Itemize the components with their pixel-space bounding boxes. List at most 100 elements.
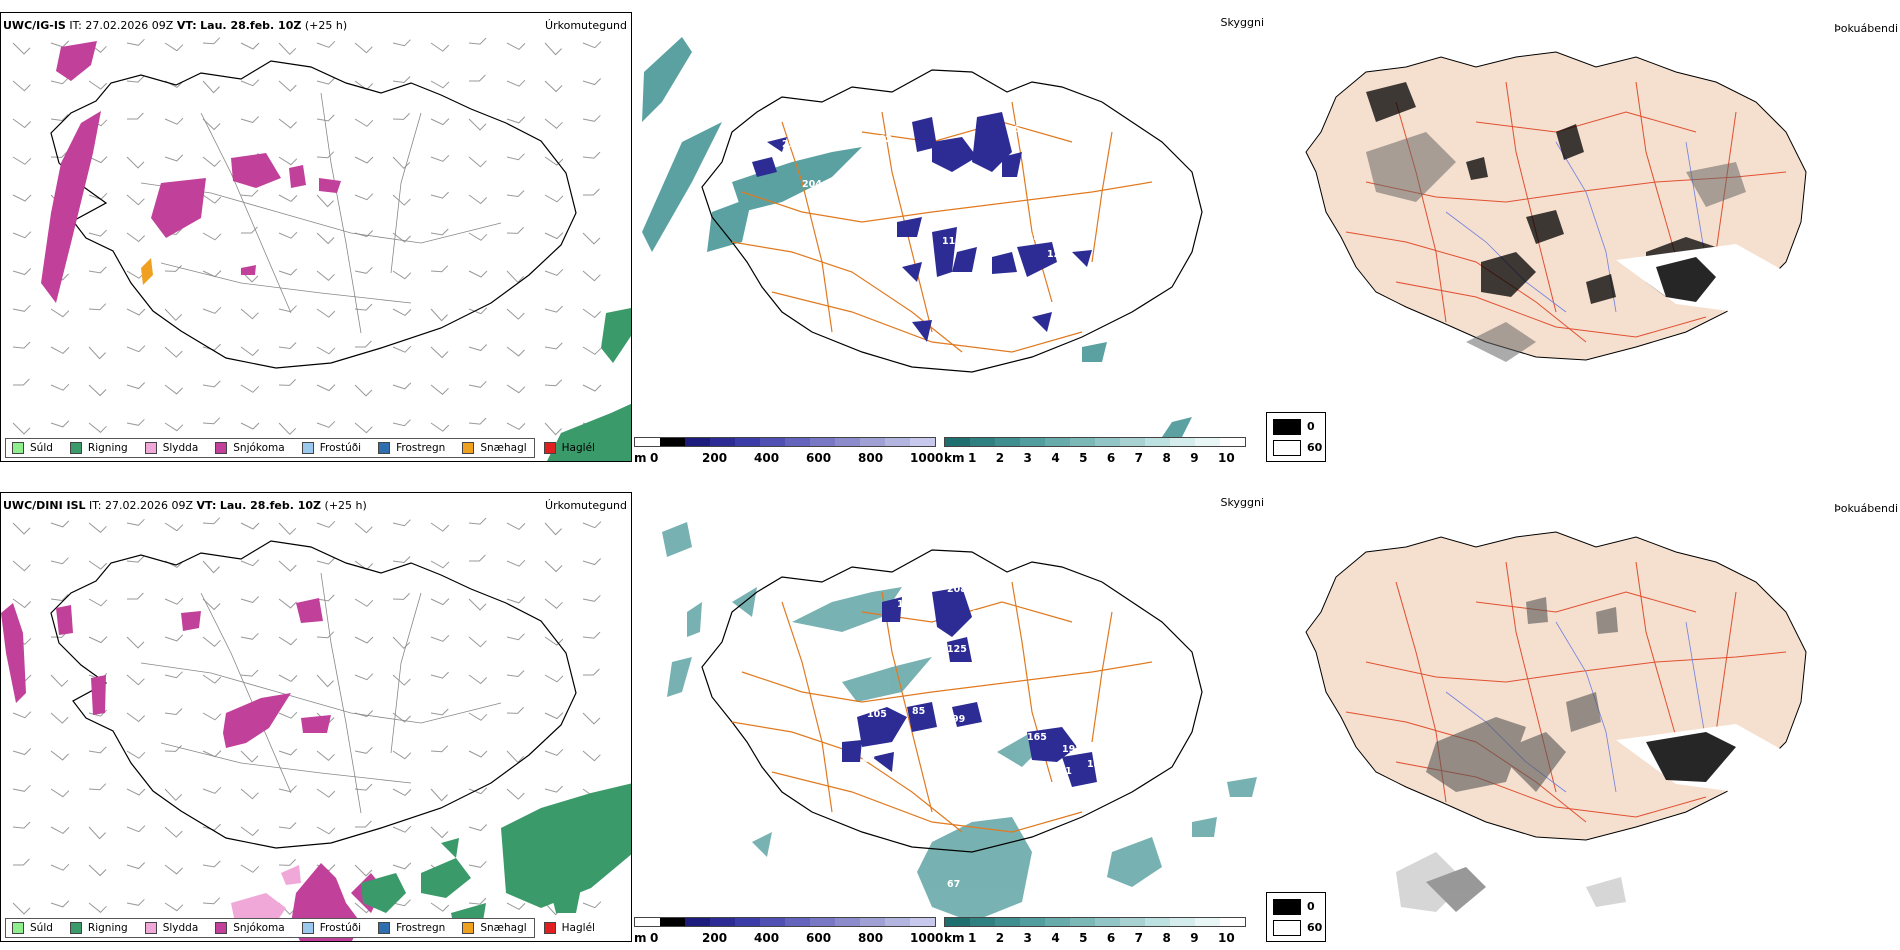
wind-barb: [468, 344, 488, 352]
wind-barb: [240, 422, 260, 430]
wind-barb: [544, 560, 563, 573]
colorbar-tick: 3: [1023, 451, 1032, 462]
wind-barb: [278, 711, 298, 719]
wind-barb: [202, 306, 222, 314]
precip-legend-label: Frostúði: [319, 922, 362, 934]
fog-legend-label: 60: [1307, 441, 1323, 454]
wind-barb: [164, 597, 184, 605]
wind-barb: [392, 382, 412, 390]
colorbar-tick: 800: [858, 451, 884, 462]
wind-barb: [12, 268, 32, 276]
wind-barb: [50, 346, 70, 355]
cloud-base-label: 125: [947, 644, 967, 655]
wind-barb: [88, 826, 106, 840]
wind-barb: [202, 674, 222, 684]
wind-barb: [278, 636, 298, 646]
wind-barb: [12, 522, 31, 535]
wind-barb: [430, 228, 449, 236]
wind-barb: [88, 864, 107, 877]
wind-barb: [316, 270, 335, 281]
wind-barb: [278, 748, 298, 756]
wind-barb: [202, 232, 222, 241]
wind-barb: [316, 232, 335, 245]
precip-legend-swatch: [378, 922, 391, 934]
wind-barb: [164, 671, 183, 679]
wind-barb: [392, 593, 410, 600]
wind-barb: [392, 345, 412, 353]
wind-barb: [354, 42, 373, 54]
colorbar-tick: 3: [1023, 931, 1032, 942]
colorbar-tick: 2: [995, 931, 1005, 942]
wind-barb: [88, 902, 107, 913]
wind-barb: [278, 422, 297, 436]
cloud-base-label: 900: [977, 924, 997, 935]
wind-barb: [469, 554, 486, 562]
wind-barb: [468, 156, 487, 168]
wind-barb: [582, 78, 602, 86]
precip-legend-item: Snæhagl: [462, 442, 527, 454]
wind-barb: [506, 670, 525, 678]
wind-barb: [430, 522, 450, 532]
visibility-unit: km: [944, 451, 965, 462]
wind-barb: [88, 156, 108, 164]
cloud-base-label: 204: [802, 179, 822, 190]
colorbar-tick: 6: [1106, 931, 1116, 942]
wind-barb: [544, 598, 563, 609]
iceland-map-precip-1: [12, 37, 631, 461]
wind-barb: [506, 190, 525, 198]
wind-barb: [88, 422, 107, 433]
wind-barb: [278, 785, 297, 793]
wind-barb: [202, 118, 221, 131]
wind-barb: [316, 594, 335, 602]
colorbar-tick: 1000: [910, 451, 944, 462]
wind-barb: [12, 118, 32, 129]
wind-barb: [88, 598, 108, 607]
wind-barb: [50, 308, 70, 318]
cloud-base-label: 99: [952, 714, 965, 725]
wind-barb: [468, 270, 488, 278]
wind-barb: [50, 114, 69, 122]
wind-barb: [12, 231, 32, 239]
wind-barb: [13, 858, 30, 866]
precip-legend-item: Snæhagl: [462, 922, 527, 934]
wind-barb: [392, 308, 412, 317]
cloud-base-label: 290: [782, 139, 802, 150]
precip-legend-label: Rigning: [87, 442, 128, 454]
wind-barb: [88, 746, 107, 754]
cloud-base-colorbar: m 0 200 400 600 800 1000: [634, 437, 943, 462]
colorbar-tick: 10: [1218, 451, 1235, 462]
precip-legend-item: Frostregn: [378, 442, 445, 454]
wind-barb: [88, 783, 107, 791]
wind-barb: [430, 80, 450, 89]
wind-barb: [544, 748, 564, 756]
precip-legend-swatch: [462, 922, 475, 934]
wind-barb: [202, 860, 221, 868]
wind-barb: [392, 556, 411, 564]
wind-barb: [544, 785, 563, 793]
panel-title: Þokuábendi: [1834, 22, 1898, 35]
wind-barb: [506, 346, 525, 357]
precip-legend-item: Súld: [12, 922, 53, 934]
wind-barb: [50, 594, 69, 602]
wind-barb: [468, 417, 487, 425]
wind-barb: [202, 636, 221, 647]
fog-legend: 0 60: [1266, 412, 1326, 462]
wind-barb: [164, 826, 183, 838]
cloud-base-label: 36: [687, 204, 701, 215]
colorbar-tick: 8: [1162, 451, 1171, 462]
wind-barb: [240, 864, 260, 873]
colorbar-tick: 1: [968, 451, 977, 462]
wind-barb: [12, 902, 31, 915]
wind-barb: [544, 156, 564, 166]
wind-barb: [126, 788, 146, 796]
cloud-base-label: 135: [1020, 232, 1040, 243]
wind-barb: [468, 636, 487, 648]
wind-barb: [354, 636, 374, 644]
wind-barb: [468, 380, 487, 388]
precip-legend-label: Súld: [30, 922, 53, 934]
precip-legend-label: Snæhagl: [480, 922, 527, 934]
wind-barb: [316, 420, 336, 428]
wind-barb: [506, 750, 525, 764]
precip-legend-swatch: [543, 442, 556, 454]
wind-barb: [164, 42, 184, 52]
